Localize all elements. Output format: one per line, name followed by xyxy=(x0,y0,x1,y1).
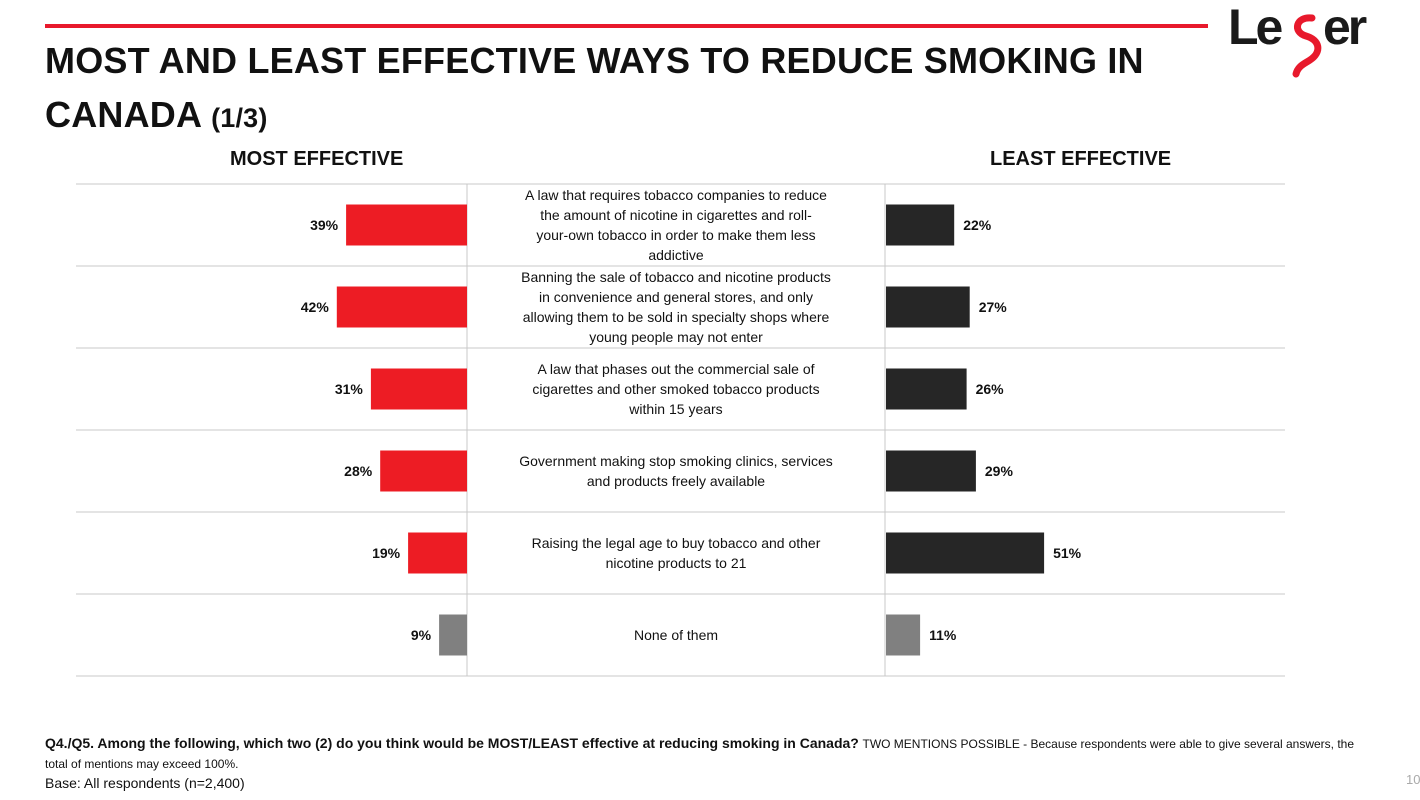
category-label-line: addictive xyxy=(648,247,703,263)
title-main: MOST AND LEAST EFFECTIVE WAYS TO REDUCE … xyxy=(45,40,1144,135)
most-effective-bar xyxy=(346,204,467,246)
leger-logo: Le er xyxy=(1228,0,1370,78)
least-effective-bar xyxy=(886,450,976,492)
category-label-line: Government making stop smoking clinics, … xyxy=(519,453,833,469)
least-effective-bar xyxy=(886,286,970,328)
most-effective-bar xyxy=(408,532,467,574)
most-effective-bar xyxy=(370,368,467,410)
question-text: Q4./Q5. Among the following, which two (… xyxy=(45,735,859,751)
most-effective-value-label: 28% xyxy=(344,463,373,479)
category-label-line: nicotine products to 21 xyxy=(606,555,747,571)
most-effective-value-label: 42% xyxy=(301,299,330,315)
category-label-line: A law that phases out the commercial sal… xyxy=(537,361,814,377)
most-effective-value-label: 39% xyxy=(310,217,339,233)
instruction-text: TWO MENTIONS POSSIBLE - Because responde… xyxy=(45,737,1355,771)
svg-text:er: er xyxy=(1323,0,1367,55)
most-effective-value-label: 19% xyxy=(372,545,401,561)
most-effective-bar xyxy=(336,286,467,328)
least-effective-value-label: 29% xyxy=(985,463,1014,479)
category-label-line: your-own tobacco in order to make them l… xyxy=(536,227,815,243)
category-label-line: A law that requires tobacco companies to… xyxy=(525,187,827,203)
base-note: Base: All respondents (n=2,400) xyxy=(45,775,245,791)
page-title: MOST AND LEAST EFFECTIVE WAYS TO REDUCE … xyxy=(45,34,1165,145)
least-effective-value-label: 27% xyxy=(979,299,1008,315)
category-label: A law that phases out the commercial sal… xyxy=(532,361,819,417)
category-label-line: within 15 years xyxy=(628,401,722,417)
category-label-line: and products freely available xyxy=(587,473,765,489)
most-effective-value-label: 9% xyxy=(411,627,432,643)
most-effective-bar xyxy=(380,450,467,492)
title-suffix: (1/3) xyxy=(211,103,268,133)
least-effective-value-label: 26% xyxy=(976,381,1005,397)
most-effective-header: MOST EFFECTIVE xyxy=(230,148,404,170)
category-label: Raising the legal age to buy tobacco and… xyxy=(532,535,821,571)
header-accent-rule xyxy=(45,24,1208,28)
page-number: 10 xyxy=(1406,772,1420,787)
category-label: Government making stop smoking clinics, … xyxy=(519,453,833,489)
butterfly-bar-chart: 39% 22% A law that requires tobacco compan… xyxy=(76,183,1285,677)
category-label-line: None of them xyxy=(634,627,718,643)
category-label-line: cigarettes and other smoked tobacco prod… xyxy=(532,381,819,397)
question-note: Q4./Q5. Among the following, which two (… xyxy=(45,733,1375,774)
least-effective-bar xyxy=(886,204,955,246)
least-effective-value-label: 11% xyxy=(929,627,957,643)
category-label: None of them xyxy=(634,627,718,643)
category-label-line: the amount of nicotine in cigarettes and… xyxy=(540,207,812,223)
least-effective-bar xyxy=(886,532,1045,574)
least-effective-bar xyxy=(886,368,967,410)
least-effective-bar xyxy=(886,614,921,656)
most-effective-bar xyxy=(439,614,467,656)
least-effective-value-label: 22% xyxy=(963,217,992,233)
category-label-line: young people may not enter xyxy=(589,329,763,345)
category-label-line: in convenience and general stores, and o… xyxy=(539,289,813,305)
category-label: Banning the sale of tobacco and nicotine… xyxy=(521,269,831,345)
least-effective-header: LEAST EFFECTIVE xyxy=(990,148,1172,170)
category-label-line: allowing them to be sold in specialty sh… xyxy=(523,309,830,325)
category-label-line: Banning the sale of tobacco and nicotine… xyxy=(521,269,831,285)
most-effective-value-label: 31% xyxy=(335,381,364,397)
least-effective-value-label: 51% xyxy=(1053,545,1082,561)
category-label-line: Raising the legal age to buy tobacco and… xyxy=(532,535,821,551)
category-label: A law that requires tobacco companies to… xyxy=(525,187,827,263)
svg-text:Le: Le xyxy=(1228,0,1283,55)
